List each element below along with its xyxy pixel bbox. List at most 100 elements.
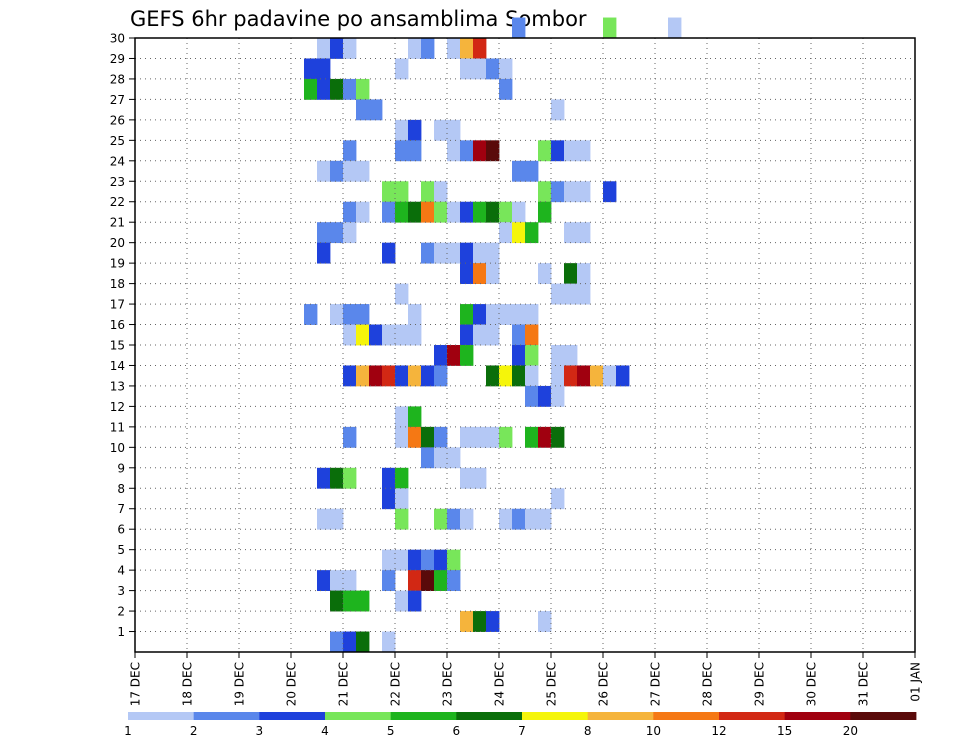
heatmap-cell (395, 467, 409, 489)
heatmap-cell (408, 140, 422, 162)
heatmap-cell (395, 201, 409, 223)
heatmap-cell (382, 467, 396, 489)
chart-title: GEFS 6hr padavine po ansamblima Sombor (130, 7, 587, 31)
heatmap-cell (421, 426, 435, 448)
y-tick-label: 7 (117, 502, 125, 516)
y-tick-label: 30 (110, 32, 125, 46)
heatmap-cell (330, 570, 344, 591)
heatmap-cell (356, 160, 370, 182)
heatmap-cell (668, 17, 682, 39)
heatmap-cell (486, 365, 500, 387)
heatmap-cell (317, 570, 331, 591)
heatmap-cell (304, 304, 318, 325)
heatmap-cell (317, 242, 331, 264)
y-tick-label: 9 (117, 461, 125, 475)
heatmap-cell (330, 160, 344, 182)
heatmap-cell (447, 242, 461, 264)
heatmap-cell (421, 181, 435, 203)
heatmap-cell (343, 467, 357, 489)
heatmap-cell (434, 181, 448, 203)
heatmap-cell (434, 447, 448, 469)
y-tick-label: 13 (110, 379, 125, 393)
heatmap-cell (382, 242, 396, 264)
heatmap-cell (551, 365, 565, 387)
heatmap-cell (538, 426, 552, 448)
heatmap-cell (512, 304, 526, 325)
y-tick-label: 17 (110, 298, 125, 312)
heatmap-cell (460, 58, 474, 80)
heatmap-cell (330, 304, 344, 325)
heatmap-cell (447, 447, 461, 469)
y-tick-label: 10 (110, 441, 125, 455)
heatmap-cell (356, 304, 370, 325)
heatmap-cell (317, 78, 331, 100)
y-tick-label: 21 (110, 216, 125, 230)
colorbar-label: 15 (777, 724, 792, 738)
heatmap-cell (447, 140, 461, 162)
heatmap-cell (512, 508, 526, 530)
heatmap-cell (395, 406, 409, 428)
heatmap-cell (317, 508, 331, 530)
heatmap-cell (499, 508, 513, 530)
x-tick-label: 19 DEC (233, 662, 247, 706)
heatmap-cell (447, 345, 461, 366)
heatmap-cell (512, 222, 526, 244)
heatmap-cell (486, 58, 500, 80)
y-tick-label: 2 (117, 605, 125, 619)
heatmap-cell (460, 611, 474, 632)
heatmap-cell (304, 78, 318, 100)
y-tick-label: 6 (117, 523, 125, 537)
colorbar-swatch (259, 712, 326, 720)
heatmap-cell (460, 426, 474, 448)
colorbar-label: 5 (387, 724, 395, 738)
heatmap-cell (330, 38, 344, 59)
heatmap-cell (330, 508, 344, 530)
x-tick-label: 31 DEC (857, 662, 871, 706)
y-tick-label: 1 (117, 625, 125, 639)
heatmap-cell (382, 324, 396, 346)
colorbar-label: 20 (843, 724, 858, 738)
heatmap-cell (525, 324, 539, 346)
heatmap-cell (356, 78, 370, 100)
x-tick-label: 30 DEC (805, 662, 819, 706)
heatmap-cell (408, 324, 422, 346)
heatmap-cell (408, 406, 422, 428)
heatmap-cell (382, 488, 396, 510)
heatmap-cell (421, 570, 435, 591)
colorbar-label: 8 (584, 724, 592, 738)
heatmap-cell (408, 201, 422, 223)
heatmap-cell (473, 140, 487, 162)
x-tick-label: 27 DEC (649, 662, 663, 706)
heatmap-cell (486, 263, 500, 284)
heatmap-cell (421, 242, 435, 264)
heatmap-cell (460, 304, 474, 325)
y-tick-label: 8 (117, 482, 125, 496)
heatmap-cell (434, 426, 448, 448)
heatmap-cell (408, 570, 422, 591)
colorbar-swatch (193, 712, 260, 720)
y-tick-label: 19 (110, 257, 125, 271)
heatmap-cell (486, 426, 500, 448)
heatmap-cell (499, 201, 513, 223)
colorbar-label: 12 (711, 724, 726, 738)
heatmap-cell (473, 304, 487, 325)
colorbar-label: 3 (256, 724, 264, 738)
colorbar-legend: 1 2 3 4 5 6 7 8 10 12 15 20 (124, 712, 917, 738)
heatmap-cell (395, 181, 409, 203)
y-tick-label: 23 (110, 175, 125, 189)
heatmap-cell (434, 570, 448, 591)
y-tick-label: 29 (110, 52, 125, 66)
heatmap-cell (499, 304, 513, 325)
heatmap-cell (473, 426, 487, 448)
heatmap-cell (525, 160, 539, 182)
heatmap-cell (603, 365, 617, 387)
heatmap-cell (369, 99, 383, 121)
y-tick-label: 5 (117, 543, 125, 557)
heatmap-cell (330, 631, 344, 653)
heatmap-cell (408, 38, 422, 59)
heatmap-cell (564, 222, 578, 244)
heatmap-cell (343, 201, 357, 223)
heatmap-cell (525, 345, 539, 366)
heatmap-cell (421, 38, 435, 59)
